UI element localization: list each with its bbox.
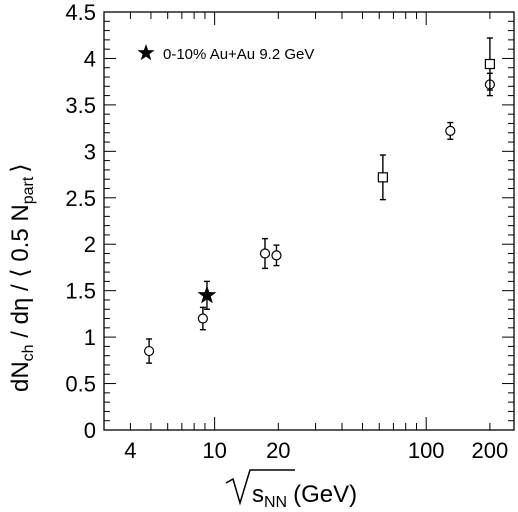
ticks <box>104 12 514 430</box>
y-axis-part-b: / dη / ⟨ 0.5 N <box>7 204 34 344</box>
y-axis-sub-a: ch <box>20 344 37 361</box>
svg-text:sNN(GeV): sNN (GeV) <box>252 481 357 511</box>
x-tick-label: 20 <box>266 438 290 463</box>
data-points <box>145 38 495 363</box>
circle-marker <box>145 347 154 356</box>
y-tick-label: 2.5 <box>65 186 96 211</box>
y-axis-part-c: ⟩ <box>7 163 34 172</box>
y-tick-label: 0.5 <box>65 372 96 397</box>
y-axis-title: dNch / dη / ⟨ 0.5 Npart ⟩ <box>7 163 37 392</box>
y-tick-label: 4.5 <box>65 0 96 25</box>
plot-frame <box>104 12 514 430</box>
x-axis-subscript: NN <box>264 494 287 511</box>
tick-labels: 0 0.5 1 1.5 2 2.5 3 3.5 4 4.5 4 10 20 100 200 <box>65 0 508 463</box>
square-marker <box>485 60 494 69</box>
y-axis-sub-b: part <box>20 176 37 204</box>
x-tick-label: 10 <box>202 438 226 463</box>
y-tick-label: 1 <box>84 325 96 350</box>
legend: 0-10% Au+Au 9.2 GeV <box>137 44 314 63</box>
x-axis-unit: (GeV) <box>293 481 357 508</box>
y-tick-label: 3 <box>84 139 96 164</box>
circle-marker <box>446 126 455 135</box>
x-tick-label: 100 <box>408 438 445 463</box>
y-tick-label: 4 <box>84 46 96 71</box>
y-axis-part-a: dN <box>7 361 34 392</box>
circle-marker <box>198 314 207 323</box>
y-tick-label: 1.5 <box>65 279 96 304</box>
x-axis-title: sNN (GeV) <box>226 470 357 511</box>
square-marker <box>378 173 387 182</box>
x-tick-label: 4 <box>124 438 136 463</box>
y-tick-label: 2 <box>84 232 96 257</box>
circle-marker <box>272 251 281 260</box>
x-tick-label: 200 <box>472 438 509 463</box>
circle-marker <box>260 249 269 258</box>
x-axis-radicand: s <box>252 481 264 508</box>
legend-label: 0-10% Au+Au 9.2 GeV <box>163 46 314 63</box>
y-tick-label: 0 <box>84 418 96 443</box>
y-tick-label: 3.5 <box>65 93 96 118</box>
legend-star-marker <box>137 44 154 60</box>
